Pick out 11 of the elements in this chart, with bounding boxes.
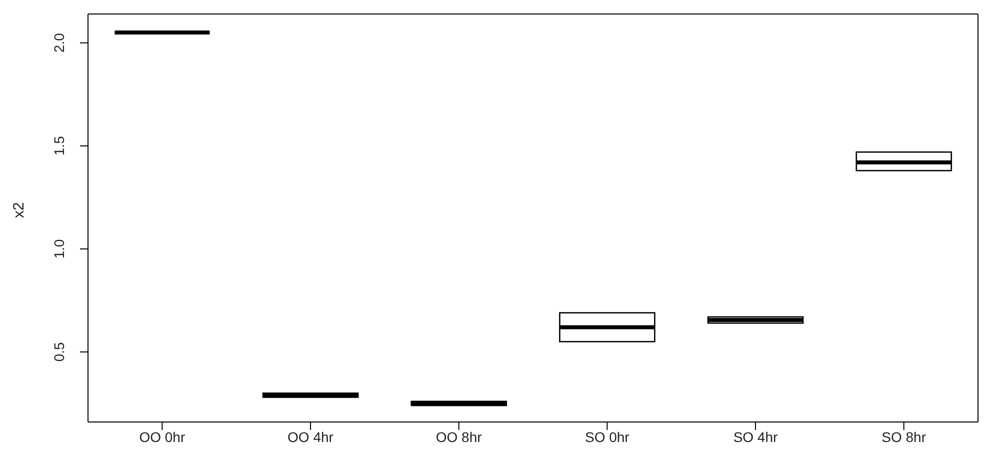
y-tick-label: 2.0 [51, 32, 67, 53]
y-tick-label: 1.5 [51, 136, 67, 156]
x-tick-label: OO 0hr [139, 428, 186, 445]
x-tick-label: SO 4hr [733, 428, 778, 445]
x-tick-label: OO 4hr [288, 428, 334, 445]
y-tick-label: 1.0 [51, 238, 67, 259]
x-tick-label: OO 8hr [436, 428, 482, 445]
y-tick-label: 0.5 [51, 342, 67, 362]
x-tick-label: SO 8hr [882, 428, 926, 445]
y-axis-title: x2 [10, 202, 28, 218]
x-tick-label: SO 0hr [584, 428, 630, 445]
